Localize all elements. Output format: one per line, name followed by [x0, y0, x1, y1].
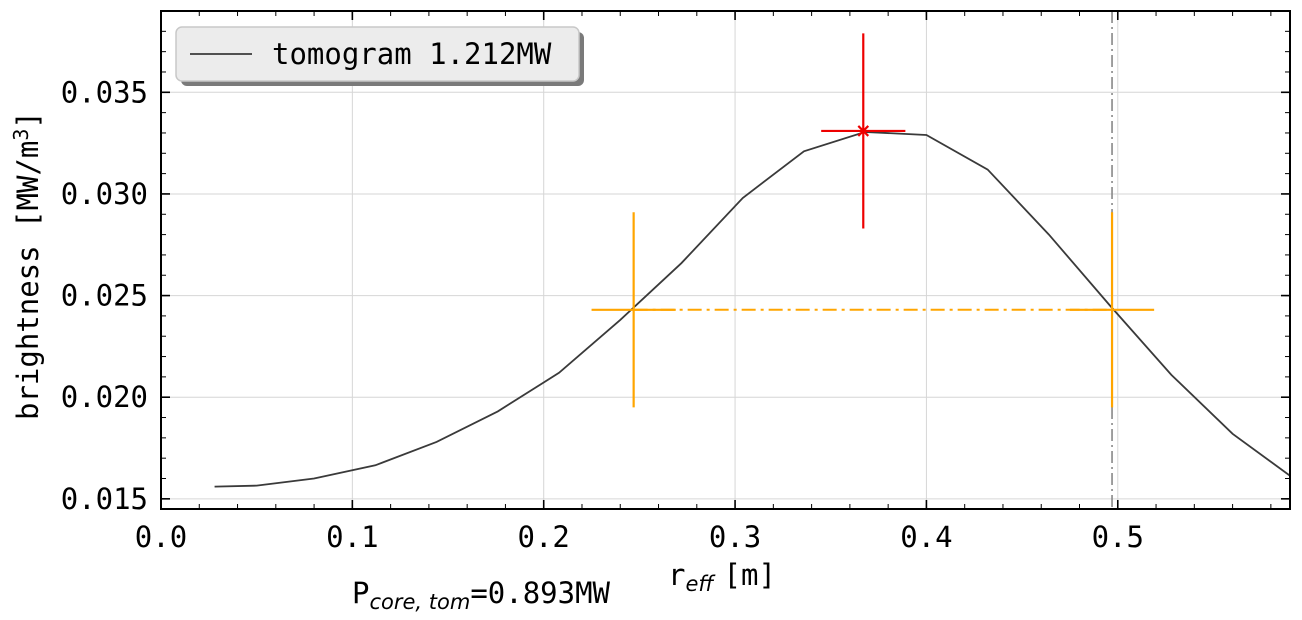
y-tick-label: 0.025: [61, 279, 148, 313]
power-annotation: Pcore, tom=0.893MW: [352, 576, 611, 614]
tick-labels: 0.0 0.1 0.2 0.3 0.4 0.5 0.015 0.020 0.025 0.030 0.…: [61, 75, 1144, 554]
x-tick-label: 0.2: [518, 520, 570, 554]
plot-frame: [160, 10, 1291, 510]
y-axis-label: brightness [MW/m3]: [9, 111, 45, 420]
y-tick-label: 0.030: [61, 177, 148, 211]
legend-label-tomogram: tomogram 1.212MW: [272, 37, 552, 71]
x-axis-label: reff [m]: [668, 558, 776, 596]
y-tick-label: 0.020: [61, 380, 148, 414]
y-tick-label: 0.035: [61, 75, 148, 109]
x-tick-label: 0.3: [709, 520, 761, 554]
x-tick-label: 0.4: [900, 520, 952, 554]
x-tick-label: 0.0: [135, 520, 187, 554]
x-tick-label: 0.1: [326, 520, 378, 554]
plot-area: [214, 11, 1290, 509]
legend-box: [175, 26, 580, 82]
peak-marker: [857, 125, 870, 137]
legend: tomogram 1.212MW: [175, 26, 584, 86]
y-tick-label: 0.015: [61, 482, 148, 516]
x-tick-label: 0.5: [1092, 520, 1144, 554]
